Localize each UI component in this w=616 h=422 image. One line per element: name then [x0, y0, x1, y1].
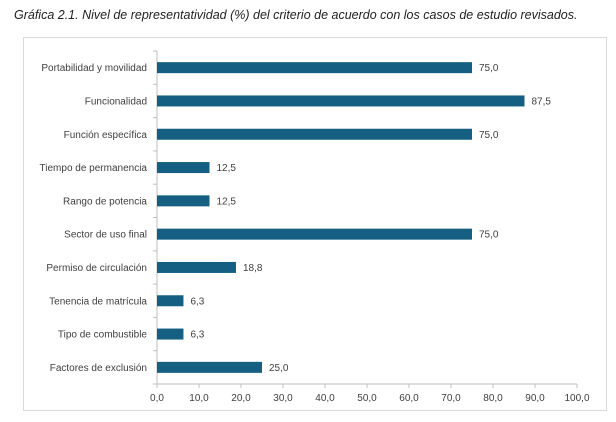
x-tick-label: 20,0: [231, 393, 251, 404]
bar: [157, 162, 210, 174]
data-label: 6,3: [190, 296, 204, 307]
category-label: Rango de potencia: [63, 196, 147, 207]
category-label: Portabilidad y movilidad: [41, 63, 147, 74]
x-tick-label: 40,0: [315, 393, 335, 404]
data-label: 18,8: [243, 263, 263, 274]
x-tick-label: 90,0: [525, 393, 545, 404]
bar: [157, 295, 184, 307]
x-tick-label: 30,0: [273, 393, 293, 404]
data-label: 25,0: [269, 363, 289, 374]
x-tick-label: 80,0: [483, 393, 503, 404]
x-tick-label: 100,0: [564, 393, 589, 404]
data-label: 75,0: [479, 63, 499, 74]
chart-caption: Gráfica 2.1. Nivel de representatividad …: [14, 8, 578, 22]
x-tick-label: 70,0: [441, 393, 461, 404]
data-label: 6,3: [190, 330, 204, 341]
x-tick-label: 60,0: [399, 393, 419, 404]
category-label: Funcionalidad: [85, 96, 147, 107]
bar: [157, 95, 525, 107]
category-label: Permiso de circulación: [46, 263, 147, 274]
category-label: Tipo de combustible: [58, 330, 148, 341]
x-tick-label: 10,0: [189, 393, 209, 404]
bar: [157, 328, 184, 340]
bar: [157, 195, 210, 207]
bar: [157, 261, 236, 273]
x-tick-label: 0,0: [150, 393, 164, 404]
bar: [157, 228, 472, 240]
category-label: Tiempo de permanencia: [40, 163, 148, 174]
data-label: 87,5: [532, 96, 552, 107]
bar: [157, 128, 472, 140]
category-label: Factores de exclusión: [50, 363, 147, 374]
x-tick-label: 50,0: [357, 393, 377, 404]
data-label: 75,0: [479, 230, 499, 241]
chart-frame: [23, 37, 607, 411]
data-label: 75,0: [479, 130, 499, 141]
category-label: Función específica: [64, 130, 148, 141]
data-label: 12,5: [217, 163, 237, 174]
data-label: 12,5: [217, 196, 237, 207]
bar: [157, 62, 472, 74]
bar: [157, 361, 262, 373]
category-label: Sector de uso final: [64, 230, 147, 241]
category-label: Tenencia de matrícula: [49, 296, 147, 307]
